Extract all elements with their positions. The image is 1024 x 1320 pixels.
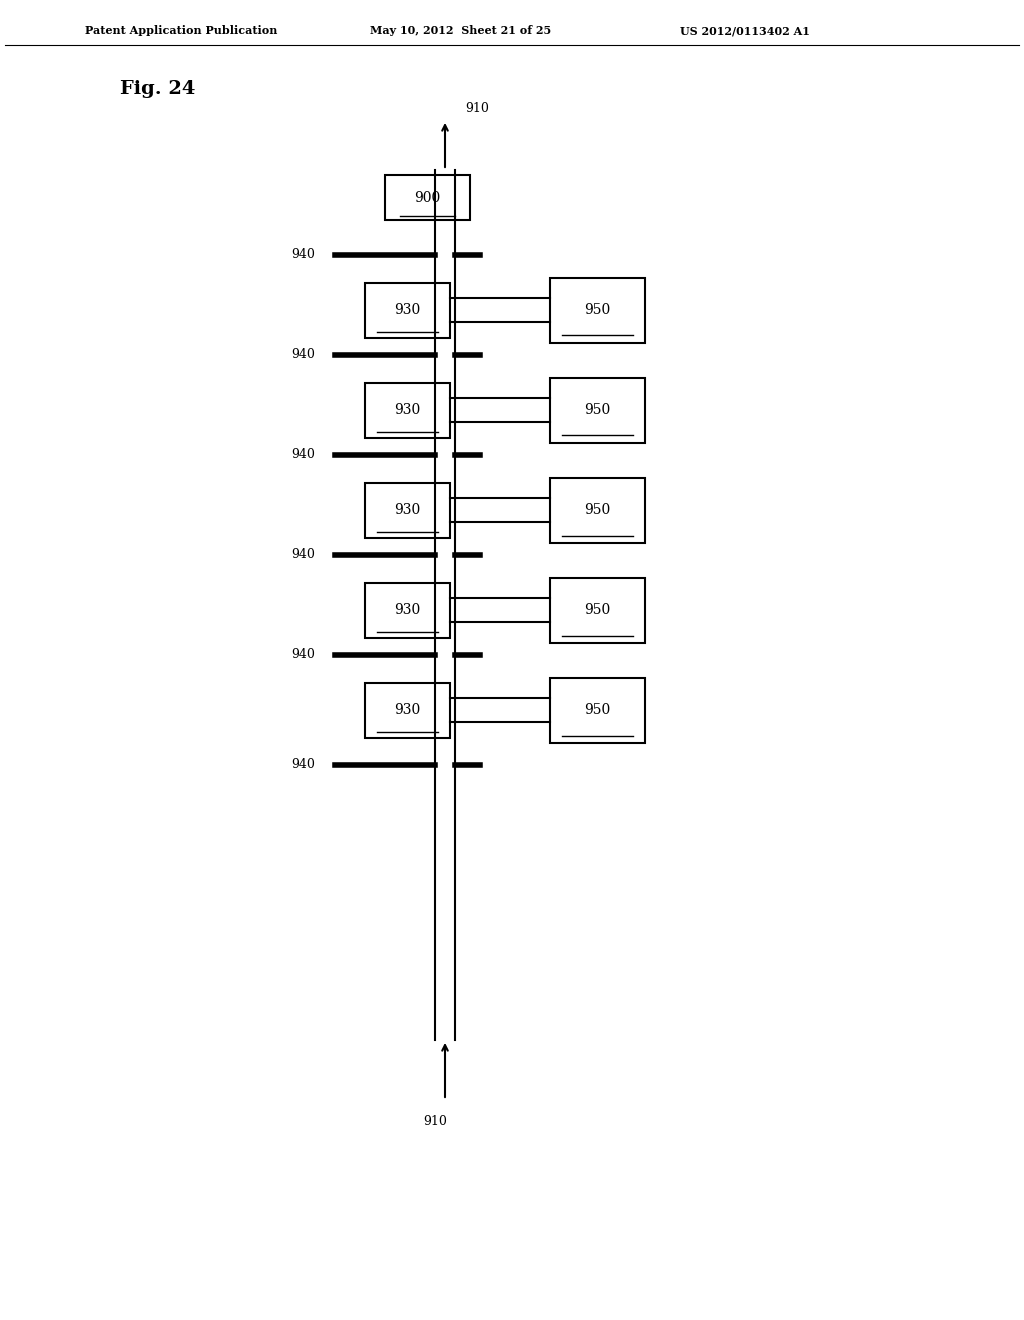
Text: 900: 900 [415,190,440,205]
Bar [365,282,450,338]
Text: Patent Application Publication: Patent Application Publication [85,25,278,36]
Text: 940: 940 [291,549,315,561]
Text: Fig. 24: Fig. 24 [120,81,196,98]
Text: 950: 950 [585,304,610,317]
Text: US 2012/0113402 A1: US 2012/0113402 A1 [680,25,810,36]
Bar [550,277,645,342]
Bar [550,478,645,543]
Text: 910: 910 [423,1115,446,1129]
Text: 940: 940 [291,248,315,261]
Text: 950: 950 [585,403,610,417]
Bar [550,578,645,643]
Bar [365,483,450,537]
Text: 930: 930 [394,503,421,517]
Text: 910: 910 [465,102,488,115]
Text: 930: 930 [394,403,421,417]
Bar [550,378,645,442]
Bar [550,677,645,742]
Text: 940: 940 [291,348,315,362]
Text: 930: 930 [394,304,421,317]
Text: 940: 940 [291,449,315,462]
Text: 950: 950 [585,704,610,717]
Bar [365,682,450,738]
Text: 930: 930 [394,704,421,717]
Text: 950: 950 [585,503,610,517]
Text: 940: 940 [291,648,315,661]
Text: 930: 930 [394,603,421,616]
Bar [365,582,450,638]
Text: 940: 940 [291,759,315,771]
Bar [385,176,470,220]
Text: May 10, 2012  Sheet 21 of 25: May 10, 2012 Sheet 21 of 25 [370,25,551,36]
Bar [365,383,450,437]
Text: 950: 950 [585,603,610,616]
